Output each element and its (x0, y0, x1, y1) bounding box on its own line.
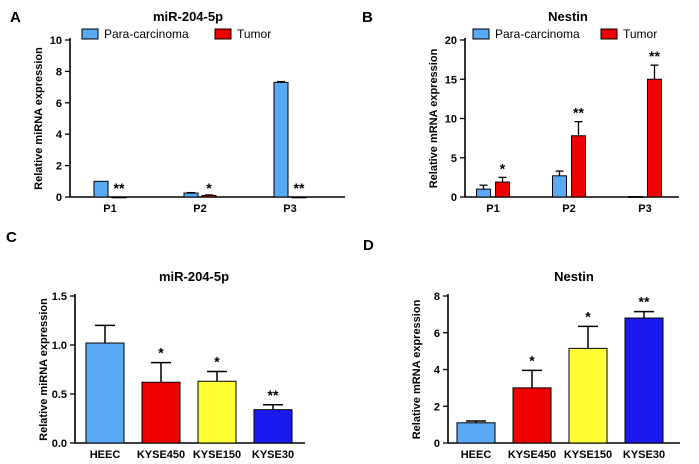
y-tick-label-c-2: 1.0 (52, 340, 67, 352)
legend-entry-a-0: Para-carcinoma (104, 27, 189, 41)
x-tick-label-b-1: P2 (562, 203, 575, 215)
y-axis-label-d: Relative mRNA expression (411, 299, 423, 439)
significance-label-d-1: * (529, 352, 535, 368)
y-tick-label-d-1: 2 (434, 401, 440, 413)
bar-d-2 (568, 347, 608, 444)
x-tick-label-d-2: KYSE150 (564, 449, 612, 461)
bar-d-3 (624, 317, 664, 444)
bar-a-1-0 (183, 192, 199, 198)
chart-panel-d: Nestin Relative mRNA expression 0 2 4 6 8 HEEC K… (411, 269, 680, 461)
x-tick-label-d-1: KYSE450 (508, 449, 556, 461)
y-tick-label-a-3: 6 (56, 98, 62, 110)
y-tick-label-a-0: 0 (56, 192, 62, 204)
legend-swatch-b-1 (600, 28, 618, 40)
significance-label-c-1: * (158, 345, 164, 361)
bar-b-0-0 (476, 188, 491, 198)
y-tick-label-a-4: 8 (56, 66, 62, 78)
bar-a-0-1 (111, 196, 127, 199)
significance-label-b-0: * (500, 160, 506, 176)
bar-b-2-0 (628, 196, 643, 198)
legend-entry-b-0: Para-carcinoma (495, 27, 580, 41)
bar-d-0 (456, 422, 496, 444)
bar-b-1-0 (552, 175, 567, 198)
bar-b-1-1 (571, 135, 586, 198)
y-tick-label-d-0: 0 (434, 438, 440, 450)
y-tick-label-d-4: 8 (434, 291, 440, 303)
chart-panel-a: miR-204-5p Relative miRNA expression 0 2 4 6 8… (33, 9, 345, 215)
chart-title-b: Nestin (548, 9, 588, 24)
significance-label-c-2: * (214, 353, 220, 369)
y-axis-label-c: Relative miRNA expression (38, 298, 50, 441)
significance-label-b-2: ** (649, 48, 660, 64)
y-tick-label-b-2: 10 (445, 114, 457, 126)
x-tick-label-c-1: KYSE450 (137, 449, 185, 461)
x-tick-label-c-0: HEEC (90, 449, 121, 461)
chart-title-a: miR-204-5p (153, 9, 223, 24)
panel-letter-c: C (6, 229, 17, 246)
y-tick-label-d-2: 4 (434, 365, 441, 377)
x-tick-label-c-3: KYSE30 (252, 449, 294, 461)
legend-entry-a-1: Tumor (237, 27, 271, 41)
significance-label-d-2: * (585, 308, 591, 324)
x-tick-label-a-2: P3 (283, 203, 296, 215)
significance-label-d-3: ** (639, 294, 650, 310)
y-tick-label-a-2: 4 (56, 129, 63, 141)
x-tick-label-b-2: P3 (638, 203, 651, 215)
y-tick-label-d-3: 6 (434, 328, 440, 340)
chart-title-d: Nestin (554, 269, 594, 284)
y-tick-label-b-1: 5 (451, 153, 457, 165)
y-axis-label-b: Relative mRNA expression (428, 48, 440, 188)
x-tick-label-a-0: P1 (103, 203, 116, 215)
y-tick-label-b-4: 20 (445, 35, 457, 47)
y-tick-label-b-0: 0 (451, 192, 457, 204)
y-axis-label-a: Relative miRNA expression (33, 47, 45, 190)
y-tick-label-c-3: 1.5 (52, 291, 67, 303)
panel-letter-b: B (362, 9, 373, 26)
x-tick-label-d-0: HEEC (461, 449, 492, 461)
bar-a-2-0 (273, 81, 289, 198)
chart-panel-b: Nestin Relative mRNA expression 0 5 10 15 20 Pa… (428, 9, 679, 215)
y-tick-label-a-5: 10 (50, 35, 62, 47)
y-tick-label-a-1: 2 (56, 161, 62, 173)
bar-a-1-1 (201, 194, 217, 198)
bar-c-2 (197, 380, 237, 444)
significance-label-a-1: * (206, 180, 212, 196)
legend-swatch-b-0 (472, 28, 490, 40)
panel-letter-a: A (10, 9, 21, 26)
panel-letter-d: D (363, 237, 374, 254)
y-tick-label-c-1: 0.5 (52, 389, 67, 401)
bar-b-2-1 (647, 78, 662, 198)
bar-b-0-1 (495, 181, 510, 198)
significance-label-a-2: ** (294, 180, 305, 196)
bar-d-1 (512, 387, 552, 444)
chart-title-c: miR-204-5p (159, 269, 229, 284)
bar-c-1 (141, 381, 181, 444)
bar-c-0 (85, 342, 125, 444)
x-tick-label-b-0: P1 (486, 203, 499, 215)
x-tick-label-d-3: KYSE30 (623, 449, 665, 461)
y-tick-label-c-0: 0.0 (52, 438, 67, 450)
significance-label-a-0: ** (114, 180, 125, 196)
significance-label-b-1: ** (573, 105, 584, 121)
legend-swatch-a-1 (214, 28, 232, 40)
bar-a-2-1 (291, 196, 307, 199)
bar-c-3 (253, 409, 293, 444)
legend-swatch-a-0 (81, 28, 99, 40)
x-tick-label-c-2: KYSE150 (193, 449, 241, 461)
y-tick-label-b-3: 15 (445, 74, 457, 86)
significance-label-c-3: ** (268, 387, 279, 403)
bar-a-0-0 (93, 180, 109, 198)
legend-entry-b-1: Tumor (623, 27, 657, 41)
x-tick-label-a-1: P2 (193, 203, 206, 215)
